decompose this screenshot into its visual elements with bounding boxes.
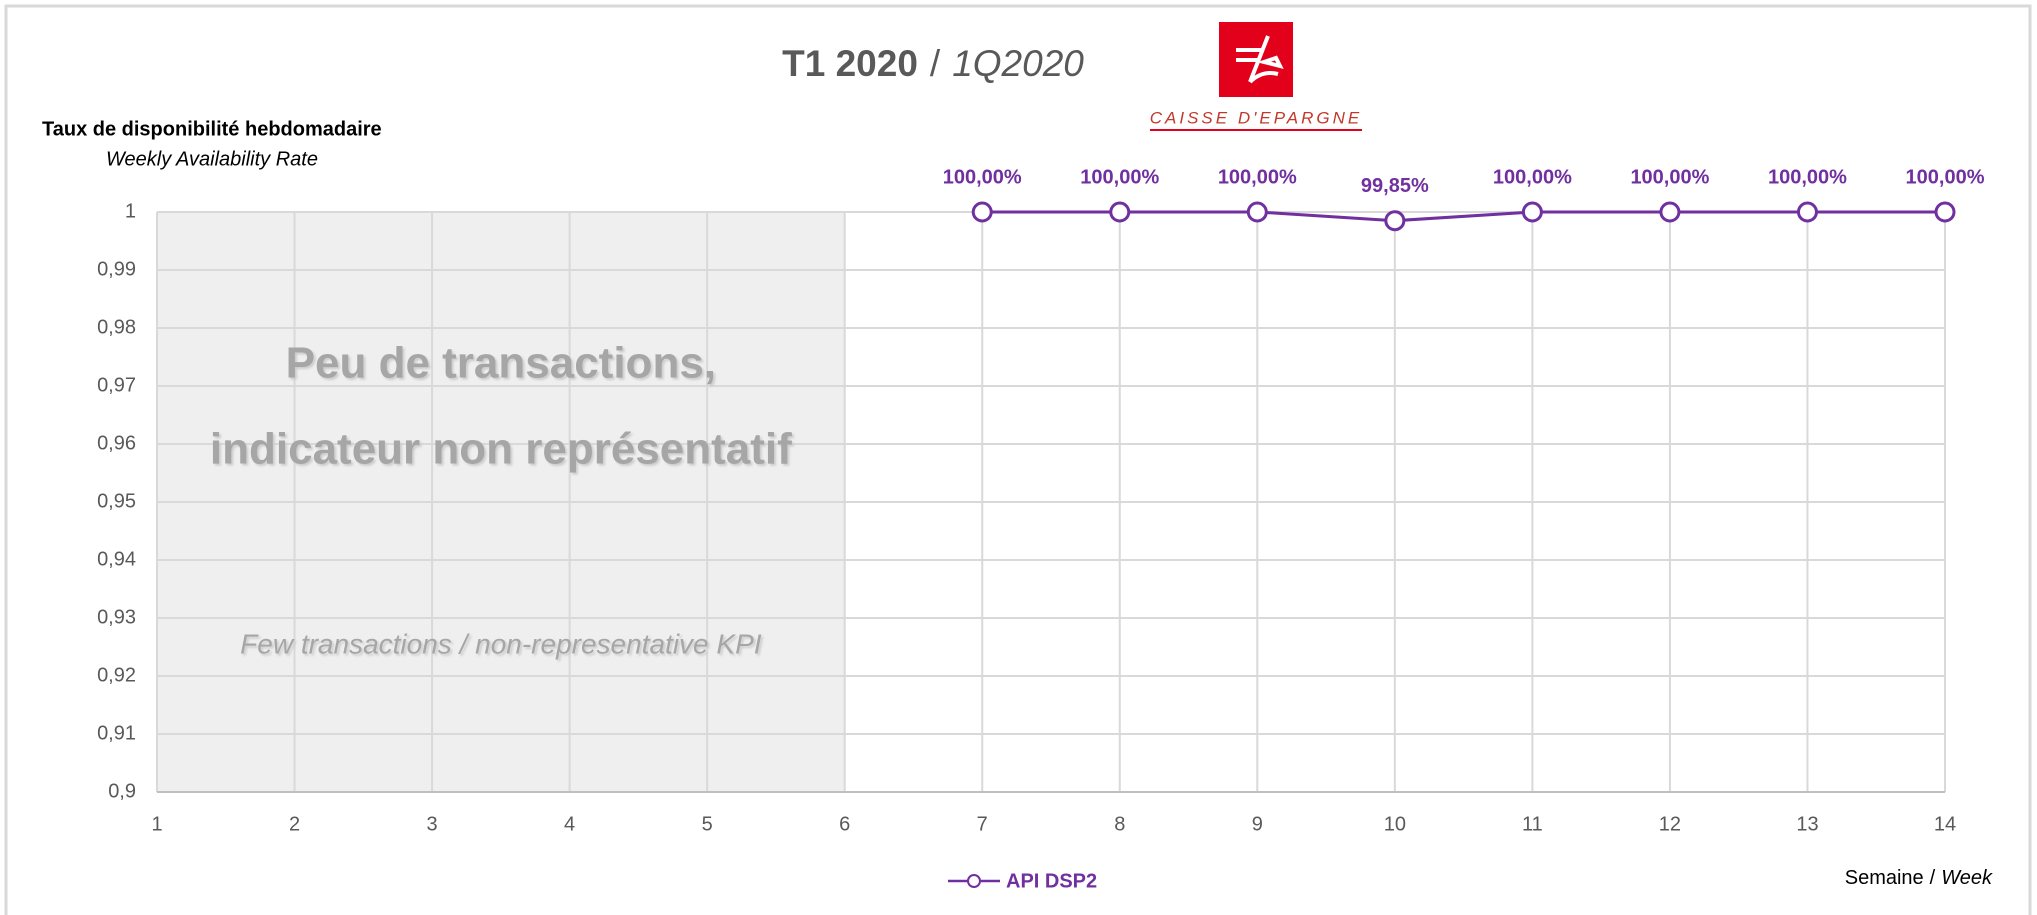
data-point	[971, 201, 993, 223]
x-label-fr: Semaine	[1845, 867, 1924, 889]
title-sub: 1Q2020	[952, 43, 1084, 84]
y-tick-label: 0,98	[97, 316, 136, 338]
x-tick-label: 12	[1659, 813, 1681, 835]
legend-label: API DSP2	[1006, 870, 1097, 892]
y-tick-label: 0,91	[97, 722, 136, 744]
logo: CAISSE D'EPARGNE	[1150, 22, 1362, 131]
data-point	[1659, 201, 1681, 223]
brand: CAISSE D'EPARGNE	[1150, 108, 1362, 127]
x-tick-label: 11	[1522, 813, 1543, 835]
x-tick-label: 4	[564, 813, 575, 835]
chart-title: T1 2020 / 1Q2020	[782, 43, 1084, 84]
logo-glyph	[1236, 35, 1284, 84]
y-tick-label: 0,94	[97, 548, 136, 570]
x-tick-label: 10	[1384, 813, 1406, 835]
x-axis-label: Semaine / Week	[1845, 867, 1993, 889]
x-label-separator: /	[1930, 867, 1936, 889]
data-point	[1934, 201, 1956, 223]
y-axis-label: Taux de disponibilité hebdomadaire	[42, 118, 382, 140]
x-tick-label: 14	[1934, 813, 1956, 835]
y-tick-label: 0,97	[97, 374, 136, 396]
y-axis-label-en: Weekly Availability Rate	[106, 148, 318, 170]
data-point	[1384, 210, 1406, 232]
data-label: 100,00%	[1080, 166, 1159, 188]
y-tick-label: 1	[125, 200, 136, 222]
x-tick-label: 8	[1114, 813, 1125, 835]
legend-marker	[967, 874, 981, 888]
data-label: 99,85%	[1361, 175, 1429, 197]
data-label: 100,00%	[1630, 166, 1709, 188]
x-tick-label: 9	[1252, 813, 1263, 835]
series-line	[982, 210, 1945, 223]
x-tick-label: 13	[1796, 813, 1818, 835]
x-tick-label: 5	[702, 813, 713, 835]
annotation: Peu de transactions,	[286, 339, 716, 388]
data-point	[1796, 201, 1818, 223]
data-label: 100,00%	[1906, 166, 1985, 188]
x-label-en: Week	[1941, 867, 1993, 889]
data-label: 100,00%	[1218, 166, 1297, 188]
data-point	[1109, 201, 1131, 223]
title-main: T1 2020	[782, 43, 918, 84]
data-label: 100,00%	[1768, 166, 1847, 188]
data-point	[1246, 201, 1268, 223]
x-tick-label: 7	[977, 813, 988, 835]
annotation: Few transactions / non-representative KP…	[240, 628, 762, 659]
data-label: 100,00%	[1493, 166, 1572, 188]
x-tick-label: 3	[427, 813, 438, 835]
data-label: 100,00%	[943, 166, 1022, 188]
y-tick-label: 0,99	[97, 258, 136, 280]
y-tick-label: 0,92	[97, 664, 136, 686]
data-point	[1521, 201, 1543, 223]
y-tick-label: 0,96	[97, 432, 136, 454]
y-tick-label: 0,9	[108, 780, 136, 802]
y-tick-label: 0,95	[97, 490, 136, 512]
y-tick-label: 0,93	[97, 606, 136, 628]
annotation: indicateur non représentatif	[210, 425, 792, 474]
x-tick-label: 6	[839, 813, 850, 835]
x-tick-label: 1	[151, 813, 162, 835]
x-tick-label: 2	[289, 813, 300, 835]
title-separator: /	[930, 43, 941, 84]
